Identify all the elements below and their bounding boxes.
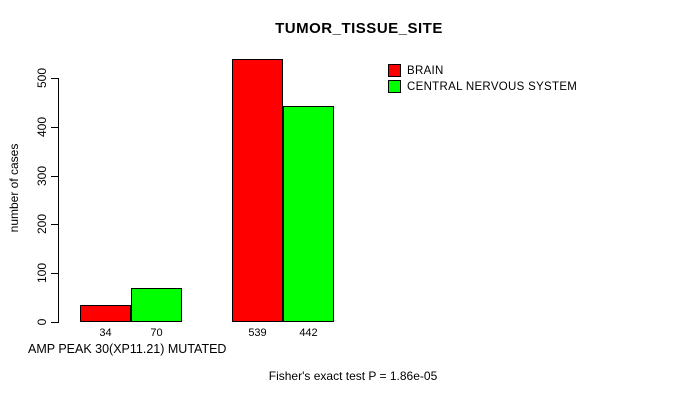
y-axis-title: number of cases <box>7 143 21 233</box>
bar-central-nervous-system-group2 <box>283 106 334 322</box>
y-axis-tick <box>51 273 58 274</box>
y-axis-tick <box>51 224 58 225</box>
bar-brain-group1 <box>80 305 131 322</box>
y-tick-label: 0 <box>35 318 49 326</box>
bar-value-label: 34 <box>99 327 112 339</box>
legend-swatch-central-nervous-system <box>388 80 401 93</box>
legend: BRAIN CENTRAL NERVOUS SYSTEM <box>388 64 577 96</box>
y-tick-label: 500 <box>35 67 49 89</box>
x-axis-annotation: AMP PEAK 30(XP11.21) MUTATED <box>28 342 227 356</box>
y-axis-tick <box>51 176 58 177</box>
bar-value-label: 539 <box>248 327 267 339</box>
legend-label: CENTRAL NERVOUS SYSTEM <box>407 80 578 93</box>
legend-swatch-brain <box>388 64 401 77</box>
y-tick-label: 400 <box>35 116 49 138</box>
chart-title: TUMOR_TISSUE_SITE <box>275 20 443 37</box>
fisher-test-note: Fisher's exact test P = 1.86e-05 <box>268 369 438 383</box>
y-tick-label: 300 <box>35 165 49 187</box>
y-axis-line <box>58 78 59 323</box>
bar-brain-group2 <box>232 59 283 322</box>
bar-value-label: 442 <box>299 327 318 339</box>
legend-item-brain: BRAIN <box>388 64 577 77</box>
y-axis-tick <box>51 322 58 323</box>
bar-value-label: 70 <box>150 327 163 339</box>
legend-item-central-nervous-system: CENTRAL NERVOUS SYSTEM <box>388 80 577 93</box>
y-tick-label: 200 <box>35 213 49 235</box>
bar-central-nervous-system-group1 <box>131 288 182 322</box>
y-tick-label: 100 <box>35 262 49 284</box>
y-axis-tick <box>51 127 58 128</box>
legend-label: BRAIN <box>407 64 444 77</box>
y-axis-tick <box>51 78 58 79</box>
